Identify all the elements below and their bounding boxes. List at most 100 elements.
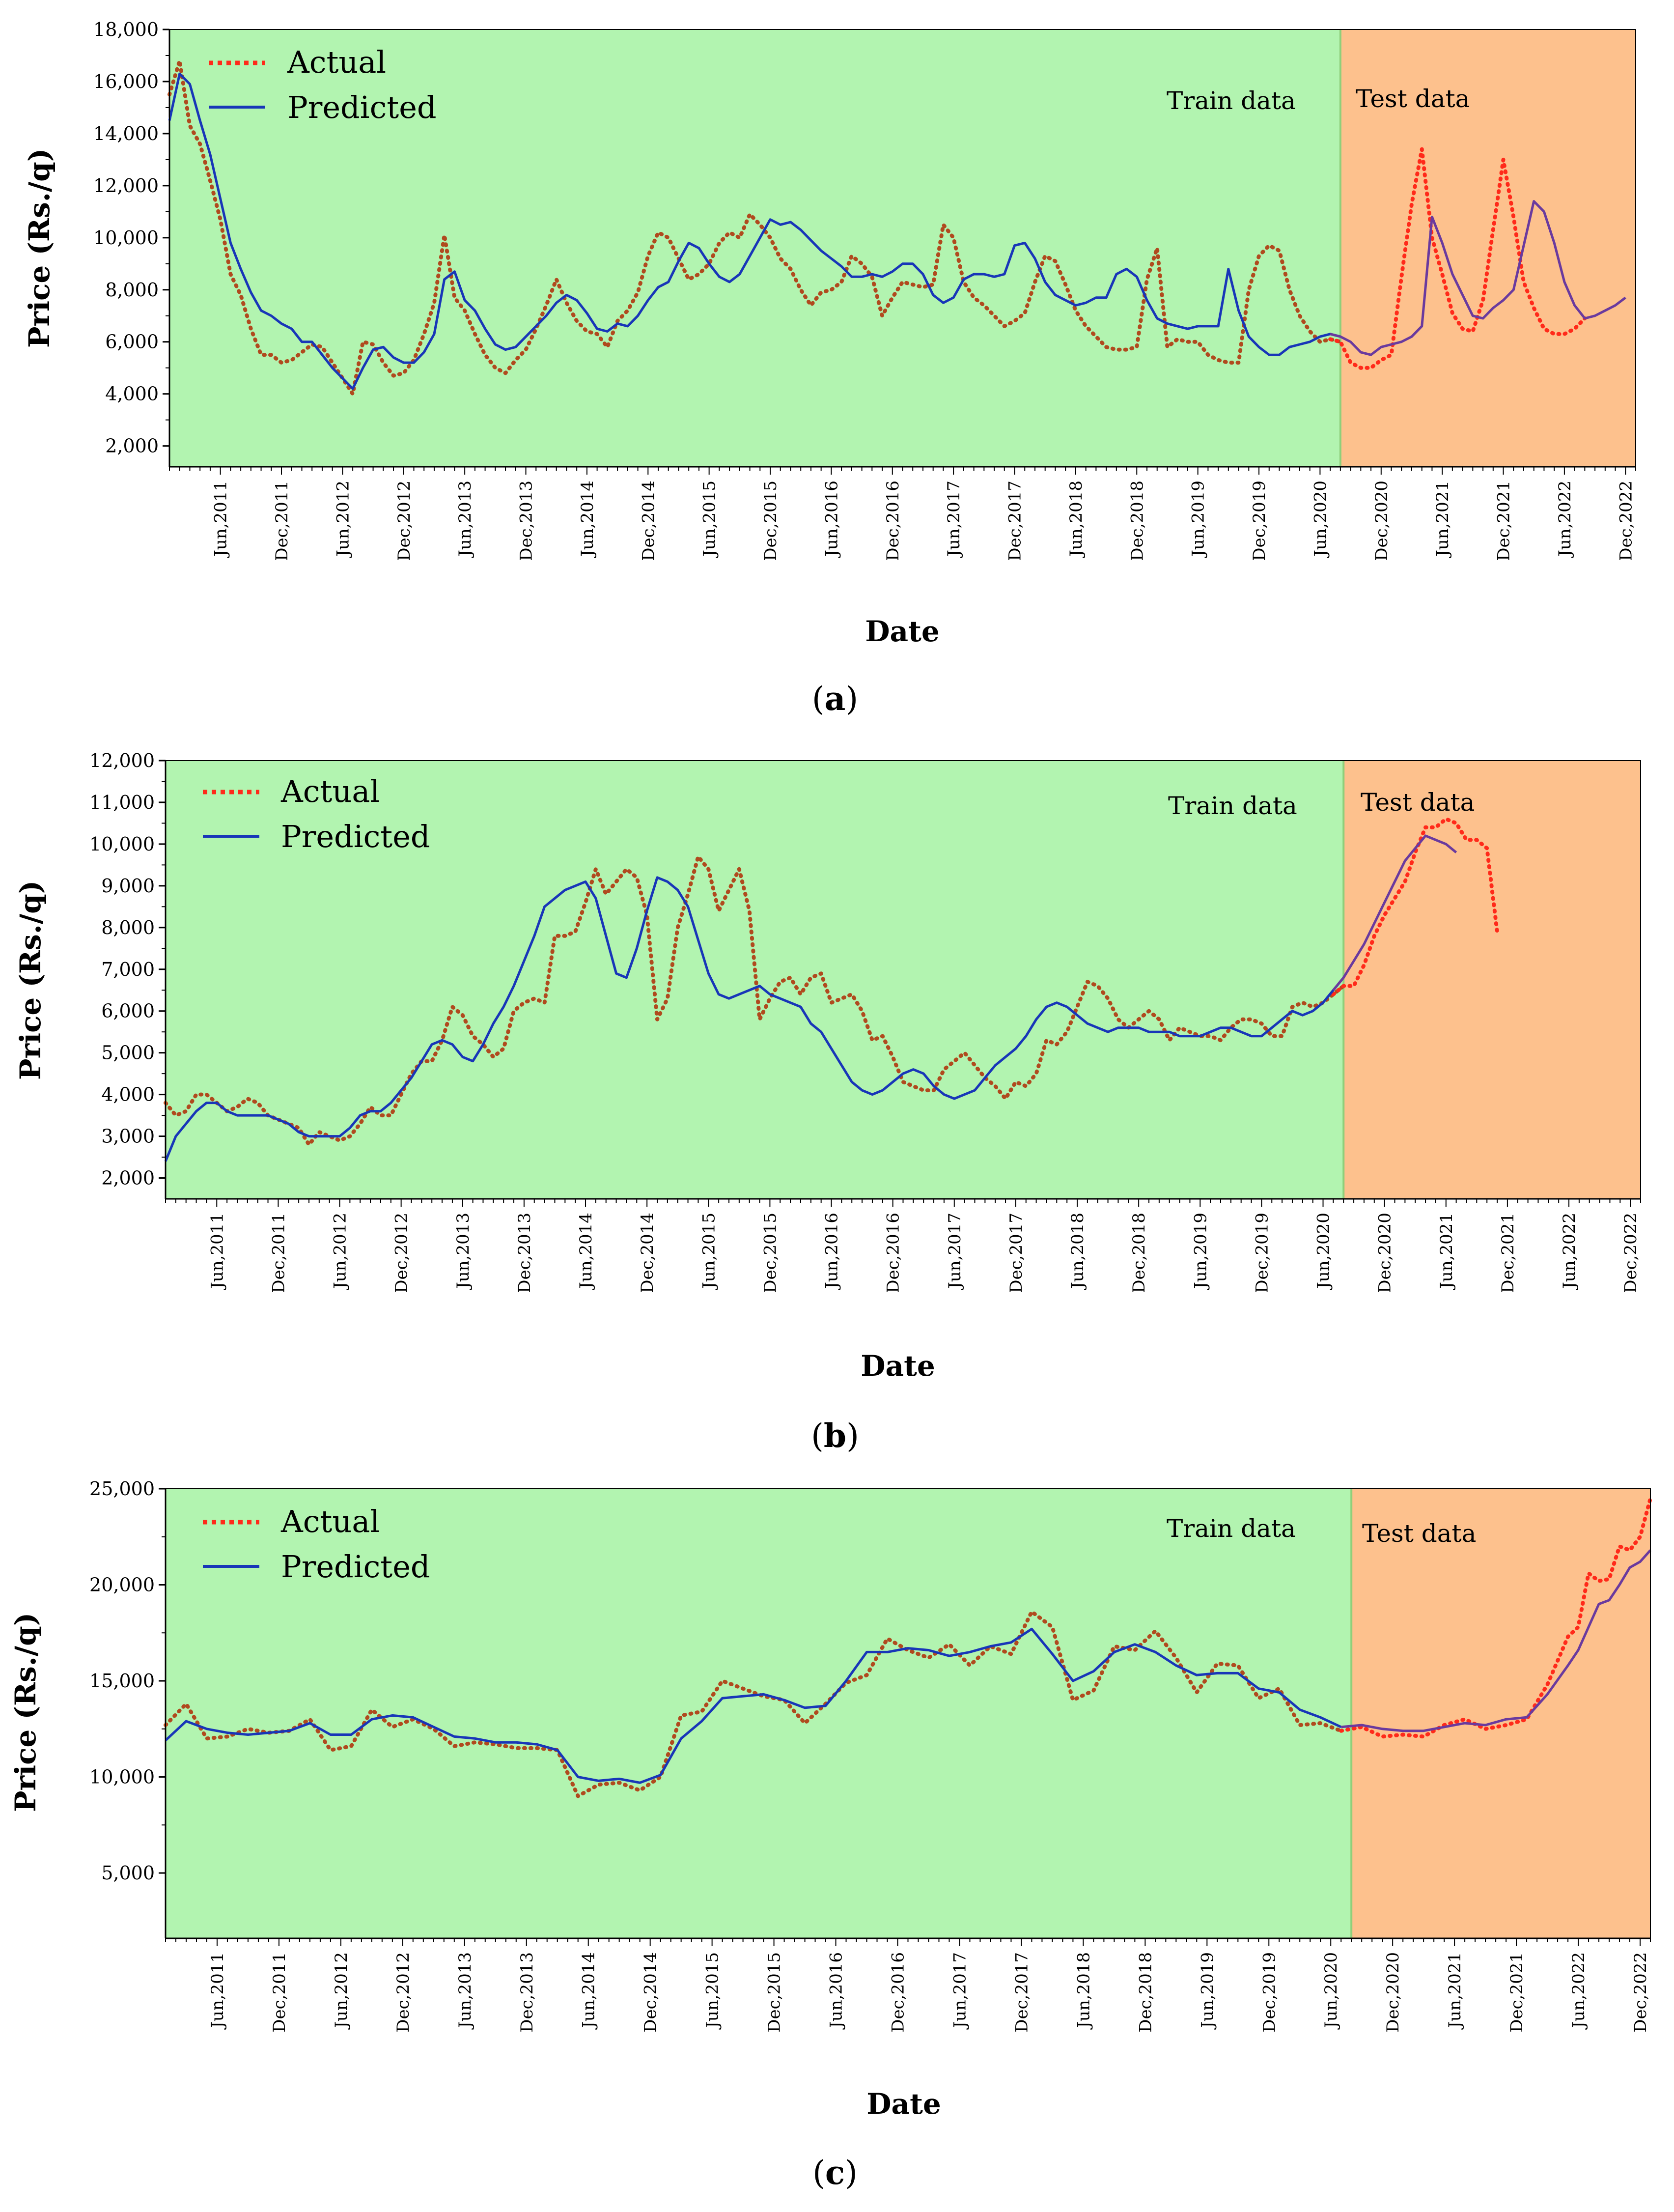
legend-predicted-label: Predicted xyxy=(287,89,437,125)
x-tick-label: Dec,2017 xyxy=(1012,1952,1032,2033)
x-tick-label: Jun,2014 xyxy=(578,481,597,558)
x-tick-label: Dec,2011 xyxy=(270,1952,289,2033)
x-tick-label: Jun,2017 xyxy=(944,481,964,558)
x-tick-label: Jun,2011 xyxy=(211,481,231,558)
y-axis-title: Price (Rs./q) xyxy=(9,1613,42,1812)
x-tick-label: Dec,2018 xyxy=(1127,481,1147,561)
x-tick-label: Jun,2015 xyxy=(700,481,720,558)
x-tick-label: Dec,2016 xyxy=(883,481,903,561)
x-tick-label: Jun,2015 xyxy=(699,1213,719,1290)
y-tick-label: 10,000 xyxy=(89,1766,155,1788)
x-tick-label: Jun,2022 xyxy=(1560,1213,1579,1290)
legend-actual-label: Actual xyxy=(287,44,386,80)
x-tick-label: Dec,2021 xyxy=(1507,1952,1527,2033)
x-tick-label: Jun,2013 xyxy=(455,481,475,558)
x-tick-label: Jun,2011 xyxy=(208,1952,227,2030)
x-tick-label: Dec,2015 xyxy=(761,481,781,561)
x-tick-label: Dec,2020 xyxy=(1375,1213,1395,1293)
y-tick-label: 11,000 xyxy=(89,792,155,813)
x-tick-label: Dec,2017 xyxy=(1006,1213,1026,1293)
y-tick-label: 5,000 xyxy=(101,1862,155,1884)
x-tick-label: Dec,2011 xyxy=(269,1213,288,1293)
caption-letter: c xyxy=(825,2154,845,2192)
y-tick-label: 7,000 xyxy=(101,959,155,980)
predicted-series-train xyxy=(165,1627,1342,1784)
x-tick-label: Dec,2020 xyxy=(1383,1952,1403,2033)
y-tick-label: 6,000 xyxy=(105,331,159,353)
series-layer xyxy=(164,760,1641,1199)
test-data-label: Test data xyxy=(1361,788,1475,817)
y-tick-label: 5,000 xyxy=(101,1042,155,1064)
y-tick-label: 25,000 xyxy=(89,1478,155,1500)
y-tick-label: 3,000 xyxy=(101,1126,155,1147)
x-tick-label: Jun,2016 xyxy=(827,1952,846,2030)
x-tick-label: Jun,2022 xyxy=(1555,481,1575,558)
test-data-label: Test data xyxy=(1356,85,1470,113)
x-tick-label: Jun,2020 xyxy=(1311,481,1330,558)
x-tick-label: Dec,2017 xyxy=(1005,481,1025,561)
x-tick-label: Jun,2022 xyxy=(1569,1952,1589,2030)
x-tick-label: Jun,2013 xyxy=(455,1952,475,2030)
x-tick-label: Dec,2018 xyxy=(1129,1213,1149,1293)
x-tick-label: Dec,2020 xyxy=(1372,481,1392,561)
actual-series-train xyxy=(164,854,1346,1147)
x-tick-label: Dec,2021 xyxy=(1494,481,1514,561)
actual-series-test xyxy=(1331,817,1499,996)
x-tick-label: Dec,2018 xyxy=(1136,1952,1155,2033)
y-tick-label: 16,000 xyxy=(93,71,159,92)
y-tick-label: 8,000 xyxy=(105,279,159,301)
predicted-series-test xyxy=(1332,834,1457,991)
x-tick-label: Dec,2013 xyxy=(517,481,536,561)
legend-actual-label: Actual xyxy=(280,773,380,809)
y-tick-label: 2,000 xyxy=(105,435,159,457)
legend-predicted-label: Predicted xyxy=(281,1549,430,1585)
x-tick-layer: Jun,2011 Dec,2011 Jun,2012 Dec,2012 Jun,2013… xyxy=(165,1199,1641,1293)
test-data-label: Test data xyxy=(1362,1519,1476,1548)
y-tick-label: 9,000 xyxy=(101,875,155,897)
y-tick-label: 15,000 xyxy=(89,1670,155,1692)
y-tick-label: 12,000 xyxy=(89,750,155,771)
actual-series-test xyxy=(1328,147,1587,370)
y-tick-layer: 2,000 3,000 4,000 5,000 6,000 7,000 8,000 9,000… xyxy=(89,750,1641,1200)
x-tick-label: Dec,2013 xyxy=(515,1213,534,1293)
test-region xyxy=(1351,1489,1650,1938)
y-tick-label: 18,000 xyxy=(93,19,159,40)
x-tick-label: Dec,2015 xyxy=(760,1213,780,1293)
x-tick-label: Jun,2020 xyxy=(1321,1952,1341,2030)
y-tick-label: 2,000 xyxy=(101,1167,155,1189)
plot-frame xyxy=(169,29,1636,467)
x-tick-label: Jun,2019 xyxy=(1191,1213,1210,1290)
y-tick-label: 10,000 xyxy=(89,833,155,855)
x-tick-label: Dec,2019 xyxy=(1259,1952,1279,2033)
test-region xyxy=(1343,761,1641,1199)
x-tick-label: Jun,2013 xyxy=(453,1213,473,1290)
predicted-series-train xyxy=(168,72,1341,390)
x-tick-label: Jun,2018 xyxy=(1074,1952,1093,2030)
train-data-label: Train data xyxy=(1167,1514,1296,1543)
x-tick-label: Jun,2021 xyxy=(1433,481,1452,558)
plot-frame xyxy=(165,760,1641,1199)
x-tick-layer: Jun,2011 Dec,2011 Jun,2012 Dec,2012 Jun,2013… xyxy=(169,467,1636,561)
actual-series-train xyxy=(167,58,1342,396)
caption-b: (b) xyxy=(811,1417,859,1455)
legend-actual-label: Actual xyxy=(280,1503,380,1539)
train-region xyxy=(166,761,1344,1199)
x-tick-label: Jun,2021 xyxy=(1445,1952,1465,2030)
x-tick-label: Dec,2014 xyxy=(639,481,658,561)
predicted-series-test xyxy=(1330,200,1626,356)
x-tick-label: Dec,2022 xyxy=(1621,1213,1641,1293)
x-tick-label: Jun,2012 xyxy=(331,1213,350,1290)
x-tick-label: Jun,2017 xyxy=(945,1213,965,1290)
x-tick-label: Jun,2018 xyxy=(1066,481,1086,558)
y-tick-label: 4,000 xyxy=(105,383,159,405)
x-tick-label: Dec,2016 xyxy=(889,1952,908,2033)
y-tick-label: 12,000 xyxy=(93,175,159,197)
plot-frame xyxy=(165,1488,1651,1939)
caption-letter: a xyxy=(825,680,846,718)
x-tick-label: Dec,2013 xyxy=(517,1952,537,2033)
x-tick-label: Dec,2014 xyxy=(641,1952,661,2033)
x-tick-label: Jun,2019 xyxy=(1198,1952,1217,2030)
x-tick-label: Dec,2016 xyxy=(884,1213,903,1293)
x-axis-title: Date xyxy=(861,1349,935,1383)
